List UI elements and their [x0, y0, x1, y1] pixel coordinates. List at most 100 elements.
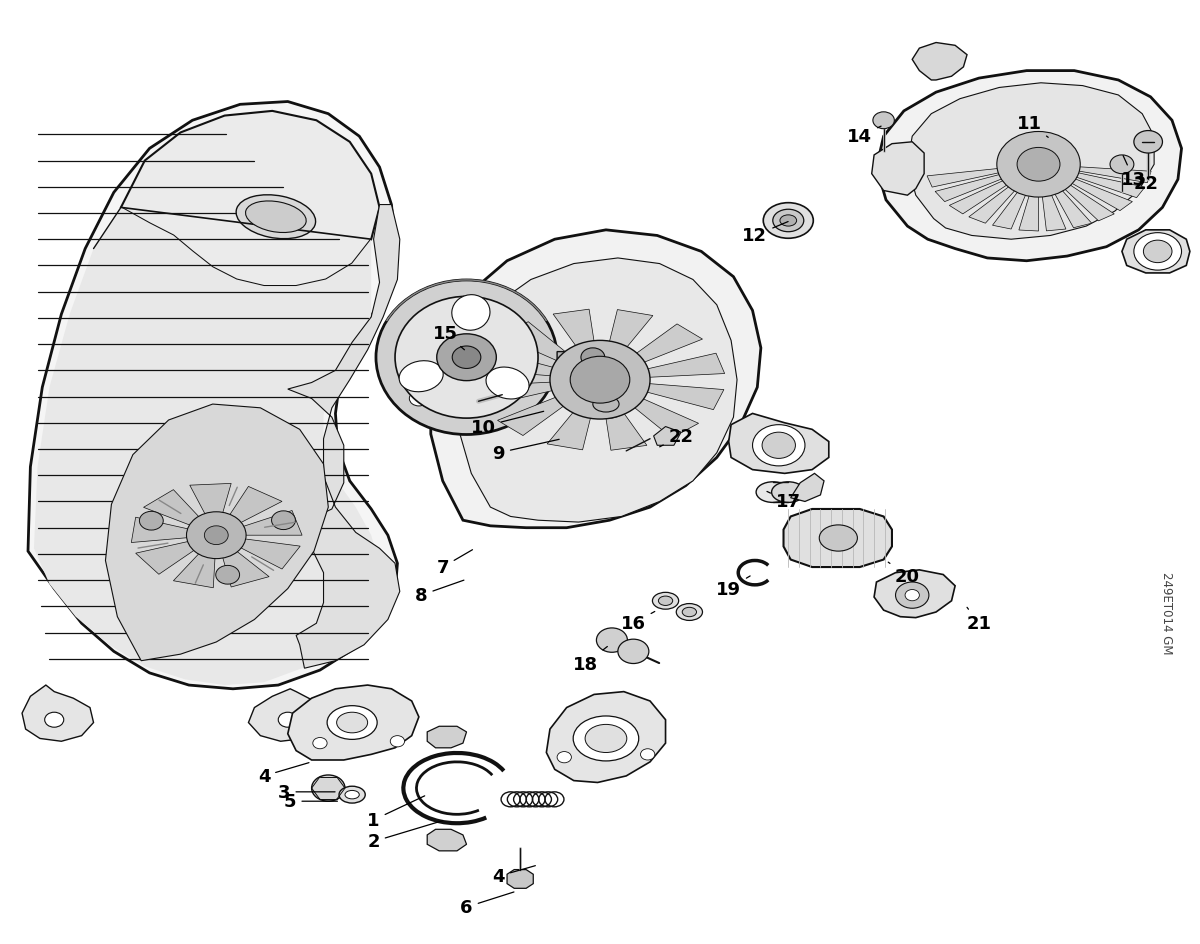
Circle shape: [409, 392, 428, 407]
Text: 22: 22: [1124, 174, 1158, 193]
Ellipse shape: [659, 597, 673, 606]
Circle shape: [204, 526, 228, 545]
Circle shape: [1144, 241, 1172, 263]
Polygon shape: [629, 397, 698, 438]
Polygon shape: [431, 230, 761, 528]
Polygon shape: [784, 510, 892, 567]
Circle shape: [596, 629, 628, 652]
Polygon shape: [1061, 183, 1115, 222]
Polygon shape: [498, 396, 569, 436]
Text: 12: 12: [743, 222, 788, 245]
Polygon shape: [248, 689, 329, 741]
Circle shape: [216, 565, 240, 584]
Text: 18: 18: [574, 647, 607, 673]
Ellipse shape: [574, 716, 638, 761]
Ellipse shape: [773, 210, 804, 232]
Polygon shape: [912, 43, 967, 81]
Circle shape: [997, 132, 1080, 198]
Polygon shape: [728, 414, 829, 474]
Ellipse shape: [583, 391, 629, 419]
Polygon shape: [222, 550, 269, 587]
Circle shape: [905, 590, 919, 601]
Polygon shape: [427, 727, 467, 748]
Polygon shape: [553, 310, 595, 354]
Circle shape: [581, 348, 605, 367]
Text: 5: 5: [284, 792, 337, 810]
Ellipse shape: [772, 482, 805, 503]
Ellipse shape: [236, 195, 316, 240]
Polygon shape: [874, 570, 955, 618]
Text: 3: 3: [278, 783, 335, 801]
Text: 15: 15: [432, 325, 464, 350]
Text: 2: 2: [367, 821, 443, 851]
Text: 22: 22: [660, 428, 694, 447]
Polygon shape: [121, 111, 379, 287]
Polygon shape: [992, 188, 1028, 229]
Text: 249ET014 GM: 249ET014 GM: [1159, 571, 1172, 653]
Text: 11: 11: [1016, 115, 1049, 138]
Circle shape: [752, 425, 805, 466]
Ellipse shape: [328, 706, 377, 739]
Circle shape: [278, 713, 298, 728]
Ellipse shape: [653, 593, 679, 610]
Polygon shape: [106, 405, 329, 661]
Polygon shape: [28, 102, 397, 689]
Polygon shape: [131, 517, 188, 543]
Polygon shape: [1019, 190, 1038, 232]
Polygon shape: [427, 830, 467, 851]
Circle shape: [390, 736, 404, 747]
Text: 4: 4: [492, 866, 535, 885]
Polygon shape: [607, 311, 653, 355]
Polygon shape: [1042, 189, 1066, 231]
Polygon shape: [173, 551, 215, 588]
Ellipse shape: [344, 790, 359, 799]
Polygon shape: [508, 869, 533, 888]
Circle shape: [1134, 233, 1182, 271]
Text: 7: 7: [437, 550, 473, 577]
Polygon shape: [1122, 230, 1190, 274]
Ellipse shape: [763, 204, 814, 239]
Circle shape: [452, 346, 481, 369]
Polygon shape: [1051, 187, 1092, 228]
Text: 8: 8: [415, 581, 464, 604]
Text: 1: 1: [367, 796, 425, 829]
Polygon shape: [605, 407, 647, 451]
Polygon shape: [871, 143, 924, 196]
Polygon shape: [476, 350, 554, 377]
Circle shape: [186, 513, 246, 559]
Polygon shape: [242, 511, 302, 535]
Ellipse shape: [337, 713, 367, 733]
Polygon shape: [1079, 168, 1151, 183]
Polygon shape: [928, 169, 1000, 188]
Ellipse shape: [683, 608, 696, 617]
Polygon shape: [631, 325, 702, 364]
Polygon shape: [22, 685, 94, 741]
Circle shape: [44, 713, 64, 728]
Text: 9: 9: [492, 440, 559, 463]
Ellipse shape: [340, 786, 365, 803]
Circle shape: [1018, 148, 1060, 182]
Polygon shape: [1068, 178, 1133, 211]
Ellipse shape: [756, 482, 790, 503]
Text: 21: 21: [966, 608, 991, 632]
Polygon shape: [239, 539, 300, 569]
Circle shape: [312, 775, 344, 801]
Circle shape: [313, 737, 328, 749]
Ellipse shape: [486, 367, 529, 399]
Polygon shape: [968, 184, 1019, 224]
Text: 19: 19: [716, 577, 750, 598]
Text: 16: 16: [620, 612, 655, 632]
Text: 4: 4: [258, 763, 308, 785]
Polygon shape: [935, 175, 1004, 202]
Ellipse shape: [593, 396, 619, 413]
Text: 14: 14: [847, 127, 881, 146]
Polygon shape: [266, 206, 400, 668]
Polygon shape: [136, 542, 197, 575]
Circle shape: [570, 357, 630, 404]
Ellipse shape: [395, 297, 538, 419]
Polygon shape: [557, 352, 595, 363]
Ellipse shape: [677, 604, 702, 621]
Polygon shape: [646, 384, 724, 411]
Text: 10: 10: [470, 412, 544, 436]
Polygon shape: [460, 259, 737, 523]
